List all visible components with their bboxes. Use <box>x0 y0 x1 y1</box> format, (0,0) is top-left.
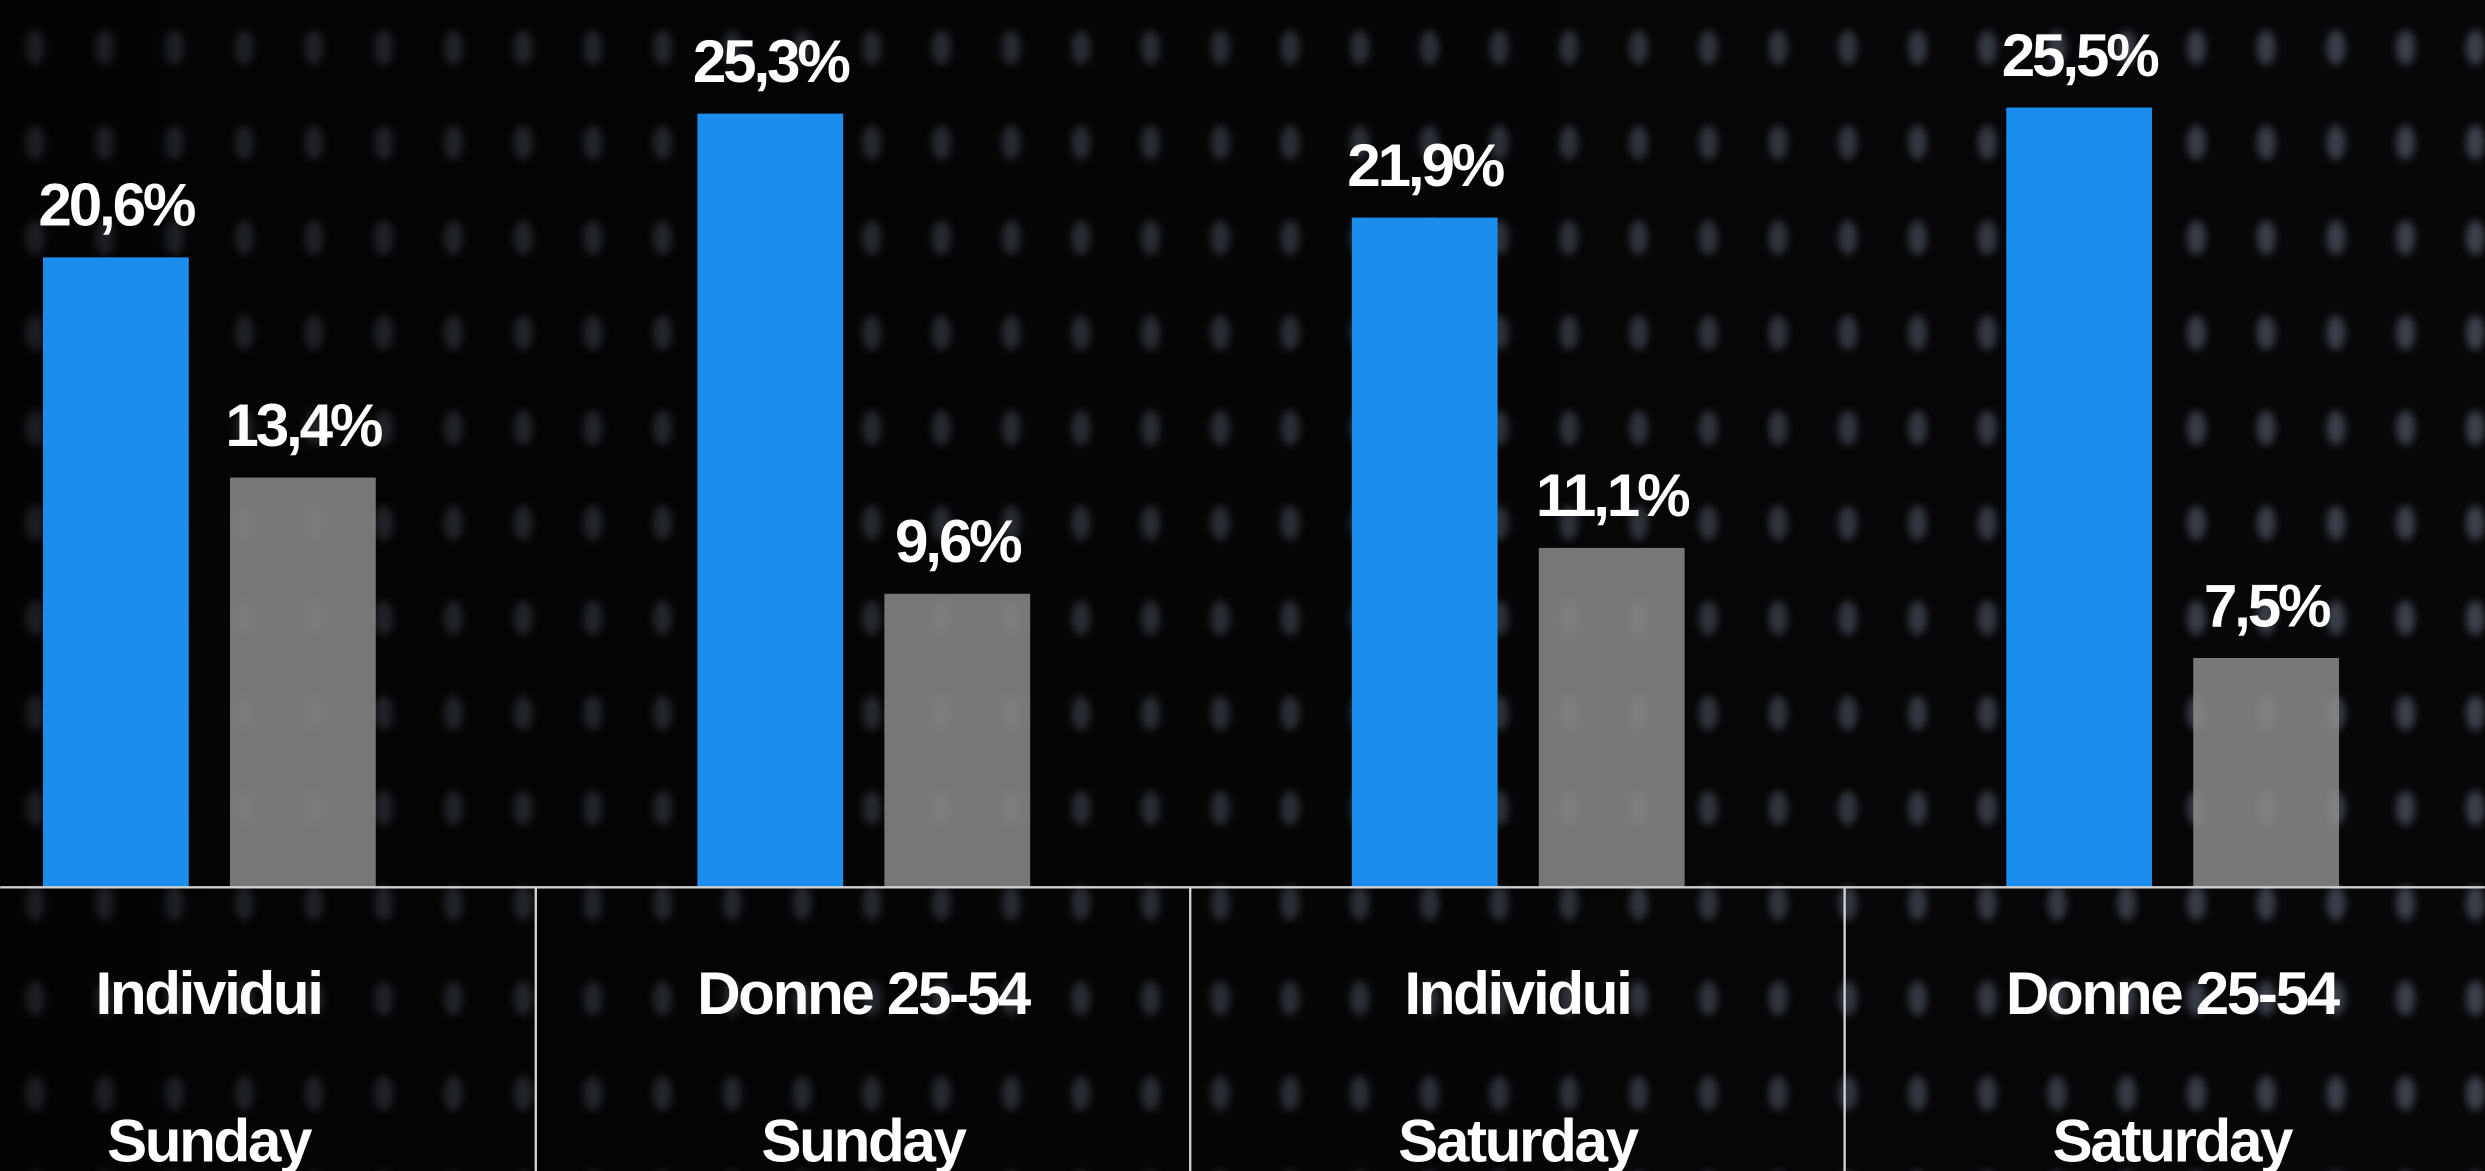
page: 20,6% 13,4% Individui Sunday 25,3% 9,6% Donne … <box>0 0 2485 1171</box>
value-label: 9,6% <box>895 507 1021 575</box>
value-label: 11,1% <box>1536 461 1689 529</box>
bar <box>1352 218 1498 888</box>
bar <box>884 594 1030 888</box>
bar <box>2193 658 2339 887</box>
chart: 20,6% 13,4% Individui Sunday 25,3% 9,6% Donne … <box>0 0 2485 1171</box>
bar <box>2006 108 2152 888</box>
value-label: 25,5% <box>2002 21 2158 89</box>
bar <box>697 114 843 888</box>
group-label: Saturday <box>1398 1106 1640 1171</box>
group-label: Sunday <box>761 1106 967 1171</box>
group-label: Sunday <box>107 1106 313 1171</box>
bar <box>230 478 376 888</box>
category-label: Donne 25-54 <box>2006 959 2341 1027</box>
value-label: 13,4% <box>225 391 381 459</box>
value-label: 25,3% <box>693 27 849 95</box>
value-label: 7,5% <box>2204 571 2330 639</box>
category-label: Individui <box>1404 959 1630 1027</box>
category-label: Individui <box>96 959 322 1027</box>
value-label: 20,6% <box>38 171 194 239</box>
bar <box>1539 548 1685 887</box>
group-label: Saturday <box>2053 1106 2295 1171</box>
bar <box>43 257 189 887</box>
value-label: 21,9% <box>1347 131 1503 199</box>
category-label: Donne 25-54 <box>697 959 1032 1027</box>
